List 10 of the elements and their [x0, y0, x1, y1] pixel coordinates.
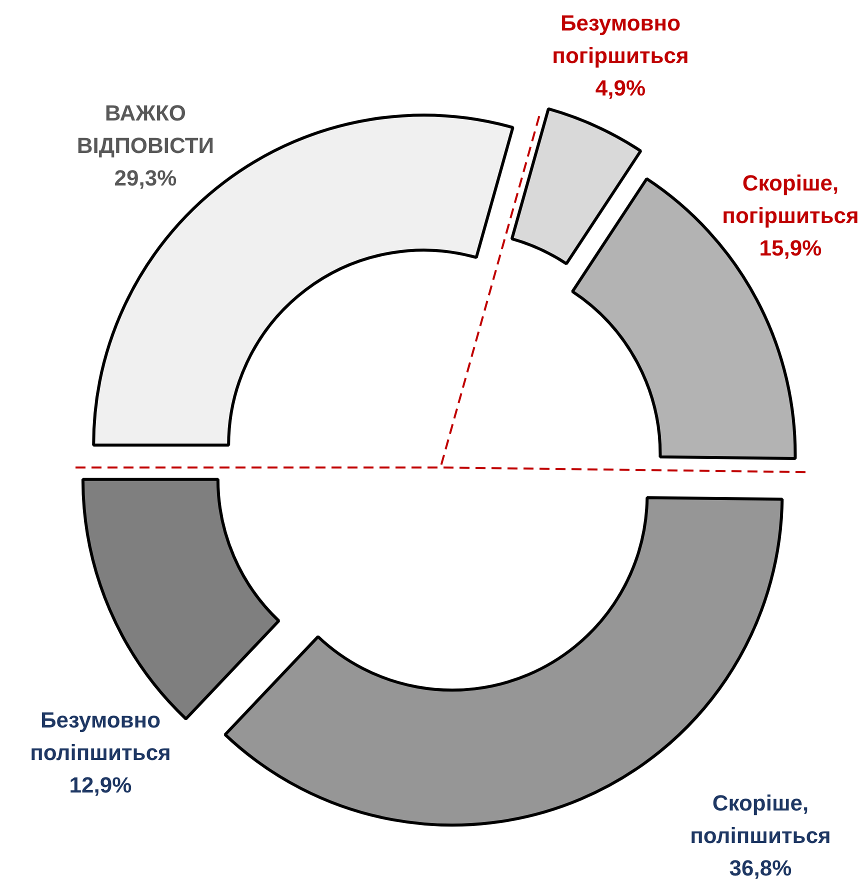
data-label: 15,9%: [759, 236, 822, 260]
slice-label: Безумовно погіршиться: [552, 10, 689, 68]
data-label: 36,8%: [729, 856, 792, 880]
data-label: 29,3%: [114, 166, 177, 190]
data-label: 4,9%: [595, 76, 646, 100]
slice-label: Скоріше, поліпшиться: [690, 790, 831, 848]
slice-label: ВАЖКО ВІДПОВІСТИ: [76, 100, 214, 158]
slice-label: Безумовно поліпшиться: [30, 708, 171, 765]
data-label: 12,9%: [69, 772, 132, 798]
slice-label: Скоріше, погіршиться: [722, 170, 859, 228]
